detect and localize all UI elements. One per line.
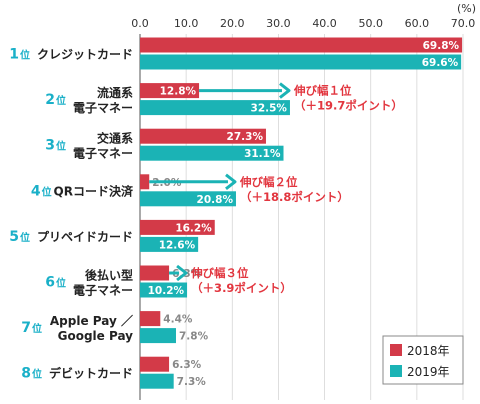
unit-label: (%) bbox=[457, 2, 476, 15]
x-tick-label: 10.0 bbox=[174, 17, 199, 30]
category-label: Google Pay bbox=[58, 329, 134, 343]
category-label: 電子マネー bbox=[73, 147, 133, 161]
data-label: 12.6% bbox=[159, 239, 196, 251]
annotation-text: 伸び幅１位 bbox=[293, 84, 352, 98]
annotation-text: 伸び幅２位 bbox=[239, 175, 298, 189]
rank-number: 7 bbox=[21, 320, 31, 336]
legend-label: 2018年 bbox=[407, 344, 450, 358]
rank-number: 5 bbox=[9, 229, 19, 245]
bar-2019年 bbox=[140, 191, 236, 207]
x-tick-label: 30.0 bbox=[266, 17, 291, 30]
x-axis-ticks: 0.0 10.0 20.0 30.0 40.0 50.0 60.0 70.0 bbox=[131, 17, 475, 30]
rank-suffix: 位 bbox=[20, 49, 30, 62]
rank-suffix: 位 bbox=[56, 277, 66, 290]
bar-2019年 bbox=[140, 282, 188, 298]
bar-2018年 bbox=[140, 311, 161, 327]
legend: 2018年 2019年 bbox=[382, 335, 464, 385]
rank-suffix: 位 bbox=[56, 94, 66, 107]
data-label: 32.5% bbox=[251, 103, 288, 115]
data-label: 69.8% bbox=[423, 40, 460, 52]
data-label: 16.2% bbox=[175, 222, 212, 234]
category-label: 交通系 bbox=[97, 131, 133, 146]
data-label: 7.8% bbox=[179, 331, 209, 343]
rank-number: 2 bbox=[45, 92, 55, 108]
category-label: プリペイドカード bbox=[37, 229, 133, 244]
category-labels: 1 位クレジットカード2 位流通系電子マネー3 位交通系電子マネー4 位 QRコード決済5… bbox=[9, 47, 134, 382]
rank-suffix: 位 bbox=[42, 185, 52, 198]
x-tick-label: 0.0 bbox=[131, 17, 149, 30]
data-label: 27.3% bbox=[227, 131, 264, 143]
category-label: 電子マネー bbox=[73, 284, 133, 298]
annotations: 伸び幅１位（＋19.7ポイント） 伸び幅２位（＋18.8ポイント） 伸び幅３位（＋3… bbox=[149, 82, 403, 295]
rank-number: 3 bbox=[45, 138, 55, 154]
bar-2019年 bbox=[140, 328, 176, 344]
bar-2019年 bbox=[140, 100, 290, 116]
data-label: 12.8% bbox=[160, 86, 197, 98]
data-label: 20.8% bbox=[197, 194, 234, 206]
category-label: 流通系 bbox=[97, 85, 133, 100]
category-label: QRコード決済 bbox=[54, 183, 134, 198]
data-label: 31.1% bbox=[244, 148, 281, 160]
annotation-text: （＋19.7ポイント） bbox=[294, 99, 403, 113]
rank-number: 8 bbox=[21, 366, 31, 382]
bar-2018年 bbox=[140, 219, 215, 235]
rank-suffix: 位 bbox=[32, 322, 42, 335]
rank-number: 6 bbox=[45, 275, 55, 291]
category-label: 後払い型 bbox=[85, 268, 133, 283]
x-tick-label: 50.0 bbox=[358, 17, 383, 30]
bar-2018年 bbox=[140, 174, 150, 190]
bar-2019年 bbox=[140, 236, 199, 252]
rank-suffix: 位 bbox=[32, 368, 42, 381]
data-label: 4.4% bbox=[163, 314, 193, 326]
growth-arrow bbox=[169, 264, 188, 282]
growth-arrow bbox=[149, 173, 237, 190]
bars: 69.8%69.6%12.8%32.5%27.3%31.1%2.0%20.8%1… bbox=[140, 37, 463, 389]
rank-suffix: 位 bbox=[20, 231, 30, 244]
bar-2018年 bbox=[140, 37, 463, 53]
data-label: 7.3% bbox=[177, 376, 207, 388]
annotation-text: （＋18.8ポイント） bbox=[240, 190, 349, 204]
bar-2018年 bbox=[140, 265, 170, 281]
bar-2018年 bbox=[140, 356, 170, 372]
bar-2018年 bbox=[140, 128, 266, 144]
category-label: Apple Pay ／ bbox=[50, 313, 133, 328]
data-label: 10.2% bbox=[148, 285, 185, 297]
rank-suffix: 位 bbox=[56, 140, 66, 153]
bar-2018年 bbox=[140, 83, 200, 99]
legend-swatch bbox=[390, 365, 402, 377]
legend-label: 2019年 bbox=[407, 365, 450, 379]
category-label: 電子マネー bbox=[73, 101, 133, 115]
data-label: 69.6% bbox=[422, 57, 459, 69]
annotation-text: （＋3.9ポイント） bbox=[191, 281, 292, 295]
data-label: 6.3% bbox=[172, 359, 202, 371]
category-label: クレジットカード bbox=[37, 48, 133, 62]
x-tick-label: 70.0 bbox=[451, 17, 476, 30]
bar-2019年 bbox=[140, 54, 462, 70]
x-tick-label: 60.0 bbox=[405, 17, 430, 30]
bar-2019年 bbox=[140, 145, 284, 161]
growth-arrow bbox=[199, 82, 291, 99]
annotation-text: 伸び幅３位 bbox=[190, 266, 249, 280]
x-tick-label: 40.0 bbox=[312, 17, 337, 30]
legend-swatch bbox=[390, 344, 402, 356]
x-tick-label: 20.0 bbox=[220, 17, 245, 30]
category-label: デビットカード bbox=[49, 366, 133, 381]
bar-2019年 bbox=[140, 373, 174, 389]
rank-number: 1 bbox=[9, 47, 19, 63]
rank-number: 4 bbox=[31, 183, 41, 199]
